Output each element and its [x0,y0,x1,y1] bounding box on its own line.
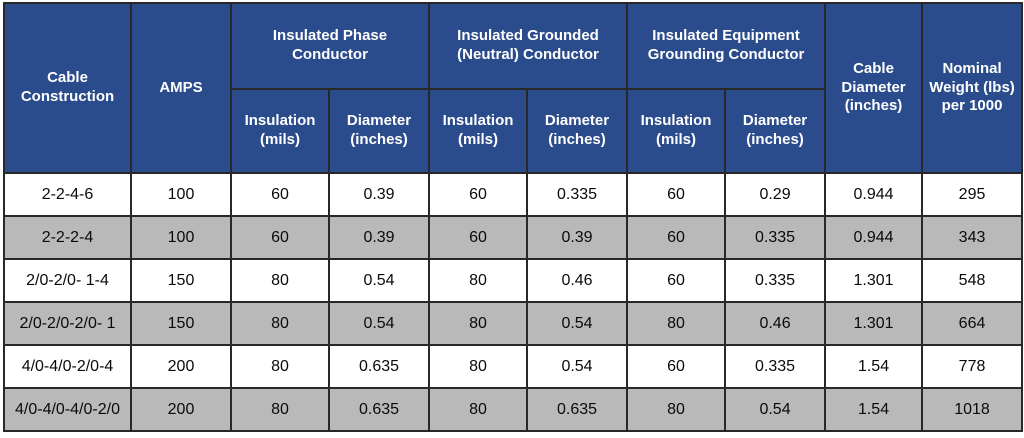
cell-grounded-insulation: 80 [428,258,529,303]
col-header-nominal-weight: Nominal Weight (lbs) per 1000 [921,2,1024,174]
cell-amps: 200 [130,387,232,432]
cell-amps: 100 [130,215,232,260]
cell-cable-diameter: 1.54 [824,387,924,432]
cell-cable-diameter: 1.301 [824,258,924,303]
cell-cable-diameter: 1.54 [824,344,924,389]
cell-nominal-weight: 1018 [921,387,1024,432]
cell-phase-diameter: 0.39 [327,215,431,260]
cell-phase-insulation: 80 [230,387,330,432]
cell-amps: 150 [130,258,232,303]
cell-cable-construction: 2-2-4-6 [3,172,132,217]
cell-cable-diameter: 0.944 [824,215,924,260]
col-group-insulated-phase-conductor: Insulated Phase Conductor [229,2,431,90]
cell-phase-diameter: 0.54 [327,301,431,346]
subcol-grounded-insulation: Insulation (mils) [428,88,529,174]
col-group-insulated-grounded-conductor: Insulated Grounded (Neutral) Conductor [428,2,629,90]
cell-phase-diameter: 0.39 [327,172,431,217]
cell-amps: 200 [130,344,232,389]
cable-spec-table: Cable Construction AMPS Insulated Phase … [3,2,1024,432]
cell-equipment-diameter: 0.46 [724,301,827,346]
cell-nominal-weight: 548 [921,258,1024,303]
cell-equipment-insulation: 60 [626,258,727,303]
col-group-insulated-equipment-grounding-conductor: Insulated Equipment Grounding Conductor [626,2,827,90]
subcol-phase-insulation: Insulation (mils) [230,88,330,174]
subcol-equipment-insulation: Insulation (mils) [626,88,727,174]
cell-grounded-diameter: 0.54 [526,344,629,389]
cell-equipment-insulation: 60 [626,215,727,260]
cell-cable-diameter: 0.944 [824,172,924,217]
cell-amps: 100 [130,172,232,217]
col-header-cable-diameter: Cable Diameter (inches) [824,2,924,174]
table-row: 2/0-2/0- 1-4 150 80 0.54 80 0.46 60 0.33… [3,258,1024,303]
cell-equipment-insulation: 60 [626,344,727,389]
cell-phase-insulation: 80 [230,301,330,346]
subcol-grounded-diameter: Diameter (inches) [526,88,629,174]
cell-equipment-insulation: 80 [626,387,727,432]
cell-nominal-weight: 778 [921,344,1024,389]
cell-equipment-diameter: 0.54 [724,387,827,432]
cell-nominal-weight: 343 [921,215,1024,260]
cell-grounded-insulation: 80 [428,301,529,346]
cell-amps: 150 [130,301,232,346]
cell-cable-construction: 2-2-2-4 [3,215,132,260]
cell-phase-diameter: 0.635 [327,387,431,432]
cell-phase-insulation: 60 [230,172,330,217]
cell-grounded-insulation: 60 [428,215,529,260]
cell-equipment-diameter: 0.335 [724,344,827,389]
cell-cable-construction: 4/0-4/0-4/0-2/0 [3,387,132,432]
cell-grounded-diameter: 0.46 [526,258,629,303]
table-header: Cable Construction AMPS Insulated Phase … [3,2,1024,174]
cell-equipment-insulation: 80 [626,301,727,346]
cell-equipment-diameter: 0.335 [724,215,827,260]
header-sub-row: Insulation (mils) Diameter (inches) Insu… [4,88,1022,174]
subcol-equipment-diameter: Diameter (inches) [724,88,827,174]
cell-equipment-insulation: 60 [626,172,727,217]
cell-grounded-diameter: 0.54 [526,301,629,346]
cell-grounded-diameter: 0.335 [526,172,629,217]
col-header-cable-construction: Cable Construction [3,2,132,174]
cell-cable-diameter: 1.301 [824,301,924,346]
cell-grounded-insulation: 80 [428,387,529,432]
cell-grounded-diameter: 0.39 [526,215,629,260]
subcol-phase-diameter: Diameter (inches) [327,88,431,174]
table-row: 2/0-2/0-2/0- 1 150 80 0.54 80 0.54 80 0.… [3,301,1024,346]
table-row: 4/0-4/0-2/0-4 200 80 0.635 80 0.54 60 0.… [3,344,1024,389]
cell-grounded-insulation: 60 [428,172,529,217]
cell-equipment-diameter: 0.29 [724,172,827,217]
cell-equipment-diameter: 0.335 [724,258,827,303]
cell-nominal-weight: 295 [921,172,1024,217]
table-row: 2-2-2-4 100 60 0.39 60 0.39 60 0.335 0.9… [3,215,1024,260]
cell-grounded-insulation: 80 [428,344,529,389]
table-row: 4/0-4/0-4/0-2/0 200 80 0.635 80 0.635 80… [3,387,1024,432]
cell-phase-diameter: 0.54 [327,258,431,303]
col-header-amps: AMPS [130,2,232,174]
cell-phase-insulation: 80 [230,258,330,303]
table-body: 2-2-4-6 100 60 0.39 60 0.335 60 0.29 0.9… [3,172,1024,432]
cell-phase-diameter: 0.635 [327,344,431,389]
table-row: 2-2-4-6 100 60 0.39 60 0.335 60 0.29 0.9… [3,172,1024,217]
cell-cable-construction: 4/0-4/0-2/0-4 [3,344,132,389]
header-group-row: Cable Construction AMPS Insulated Phase … [3,2,1024,174]
cell-phase-insulation: 80 [230,344,330,389]
cell-cable-construction: 2/0-2/0-2/0- 1 [3,301,132,346]
cell-nominal-weight: 664 [921,301,1024,346]
cell-phase-insulation: 60 [230,215,330,260]
cell-grounded-diameter: 0.635 [526,387,629,432]
cell-cable-construction: 2/0-2/0- 1-4 [3,258,132,303]
